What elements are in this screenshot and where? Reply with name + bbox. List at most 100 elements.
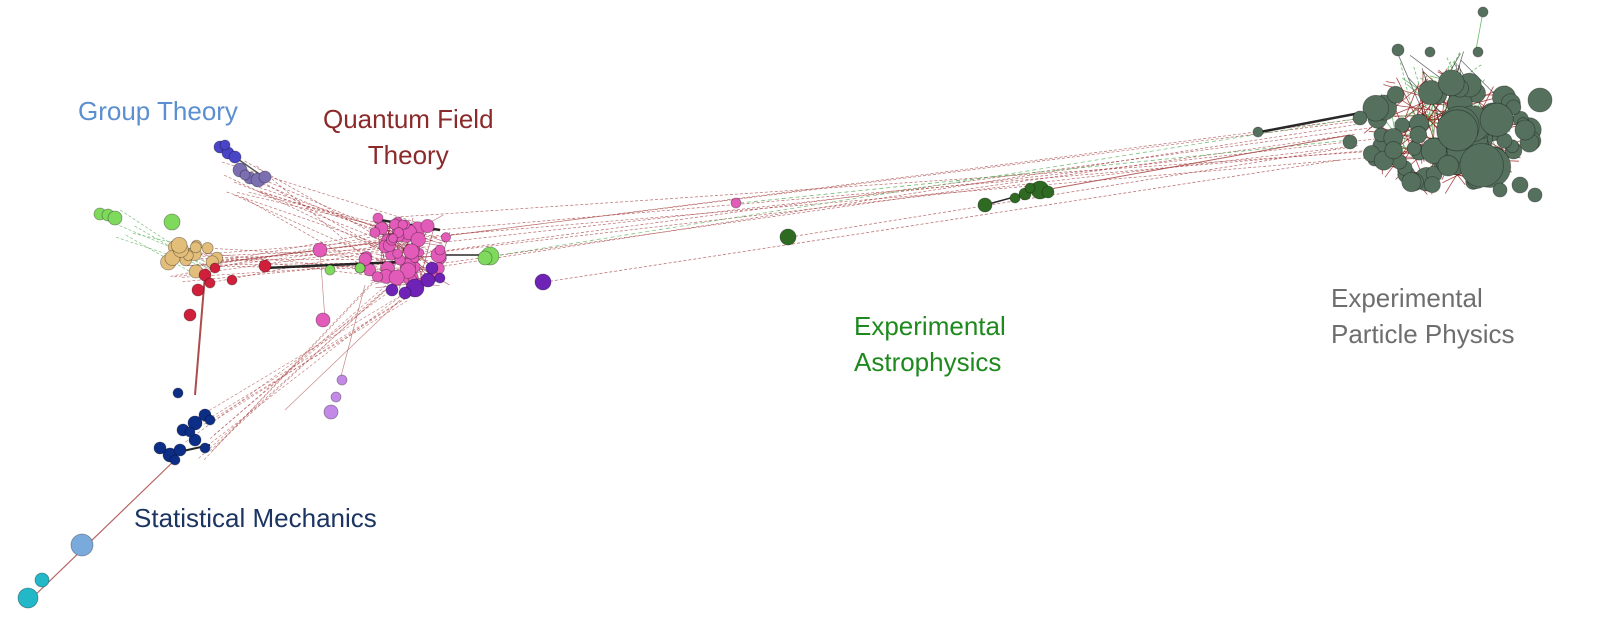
inter-cluster-edge <box>187 289 412 424</box>
inter-cluster-edge <box>194 282 431 428</box>
qft-node <box>397 219 408 230</box>
inter-cluster-edge <box>203 253 401 460</box>
cyan-node <box>17 587 39 609</box>
violet-node <box>336 374 348 386</box>
particle-physics-node <box>1420 137 1447 164</box>
group-theory-node <box>239 169 251 181</box>
inter-cluster-edge <box>739 139 1351 204</box>
particle-physics-node <box>1514 119 1536 141</box>
particle-cluster-edge <box>1413 66 1435 134</box>
inter-cluster-edge <box>196 240 395 266</box>
particle-physics-node <box>1479 102 1514 137</box>
stat-mech-node <box>188 433 202 447</box>
particle-physics-node <box>1394 117 1410 133</box>
red-node <box>209 262 221 274</box>
inter-cluster-edge <box>132 233 186 246</box>
red-node <box>204 277 216 289</box>
red-node <box>183 308 197 322</box>
label-experimental-astrophysics: Experimental Astrophysics <box>854 308 1006 380</box>
particle-physics-node <box>1527 187 1543 203</box>
particle-physics-node <box>1418 80 1443 105</box>
label-experimental-particle-physics: Experimental Particle Physics <box>1331 280 1515 352</box>
tan-node <box>170 236 188 254</box>
stat-mech-node <box>204 414 216 426</box>
particle-physics-node <box>1436 109 1479 152</box>
qft-node <box>312 242 328 258</box>
qft-purple-node <box>398 286 412 300</box>
violet-node <box>323 404 339 420</box>
tan-node <box>189 241 202 254</box>
inter-cluster-edge <box>440 145 1360 253</box>
stat-mech-node <box>184 426 196 438</box>
inter-cluster-edge <box>499 117 1361 256</box>
inter-cluster-edge <box>381 155 1385 241</box>
inter-cluster-edge <box>120 209 201 264</box>
inter-cluster-edge <box>189 262 388 266</box>
label-group-theory-line-1: Group Theory <box>78 96 238 126</box>
inter-cluster-edge <box>284 299 401 411</box>
red-node <box>258 259 272 273</box>
light-blue-node <box>70 533 94 557</box>
inter-cluster-edge <box>170 225 427 277</box>
violet-node <box>330 391 342 403</box>
particle-physics-node <box>1492 182 1508 198</box>
particle-physics-node <box>1362 94 1390 122</box>
inter-cluster-edge <box>213 293 414 422</box>
inter-cluster-edge <box>394 124 1356 275</box>
inter-cluster-edge <box>200 258 387 261</box>
inter-cluster-edge <box>199 238 397 255</box>
particle-physics-node <box>1409 125 1428 144</box>
inter-cluster-edge <box>407 150 1366 233</box>
inter-cluster-edge <box>339 284 366 381</box>
stat-mech-node <box>172 387 184 399</box>
label-group-theory: Group Theory <box>78 93 238 129</box>
label-exp-astro-line-1: Experimental <box>854 311 1006 341</box>
qft-purple-node <box>385 283 399 297</box>
particle-cluster-edge <box>1385 81 1396 84</box>
particle-physics-node <box>1527 87 1553 113</box>
inter-cluster-edge <box>185 252 411 281</box>
particle-physics-node <box>1423 176 1441 194</box>
label-stat-mech-line-1: Statistical Mechanics <box>134 503 377 533</box>
qft-purple-node <box>534 273 552 291</box>
group-theory-node <box>219 139 231 151</box>
particle-physics-node <box>1384 141 1403 160</box>
astrophysics-node <box>1041 185 1055 199</box>
inter-cluster-edge <box>369 116 1371 247</box>
inter-cluster-edge <box>438 138 1381 244</box>
strong-edge <box>29 459 176 601</box>
network-nodes <box>17 6 1553 609</box>
particle-physics-node <box>1437 69 1465 97</box>
inter-cluster-edge <box>202 274 429 450</box>
inter-cluster-edge <box>256 165 390 278</box>
qft-node <box>403 243 420 260</box>
particle-physics-node <box>1386 85 1405 104</box>
qft-node <box>399 262 417 279</box>
inter-cluster-edge <box>319 249 326 321</box>
particle-physics-node <box>1437 154 1459 177</box>
qft-node <box>371 271 384 283</box>
inter-cluster-edge <box>209 285 391 452</box>
label-statistical-mechanics: Statistical Mechanics <box>134 500 377 536</box>
qft-cluster-edge <box>375 253 388 258</box>
qft-node <box>388 233 398 244</box>
inter-cluster-edge <box>400 151 1366 218</box>
qft-node <box>315 312 331 328</box>
strong-edge <box>1254 111 1361 135</box>
qft-node <box>392 248 403 259</box>
inter-cluster-edge <box>1044 134 1351 191</box>
inter-cluster-edge <box>212 260 394 452</box>
label-qft-line-2: Theory <box>367 140 449 170</box>
qft-node <box>440 232 452 243</box>
red-node <box>191 283 205 297</box>
qft-node <box>358 252 372 266</box>
strong-edge <box>264 260 401 270</box>
label-quantum-field-theory: Quantum Field Theory <box>323 101 494 173</box>
inter-cluster-edge <box>203 239 434 285</box>
inter-cluster-edge <box>789 147 1346 238</box>
stat-mech-node <box>169 454 181 466</box>
qft-node <box>410 231 426 248</box>
strong-edge <box>194 274 206 396</box>
qft-purple-node <box>420 272 436 288</box>
